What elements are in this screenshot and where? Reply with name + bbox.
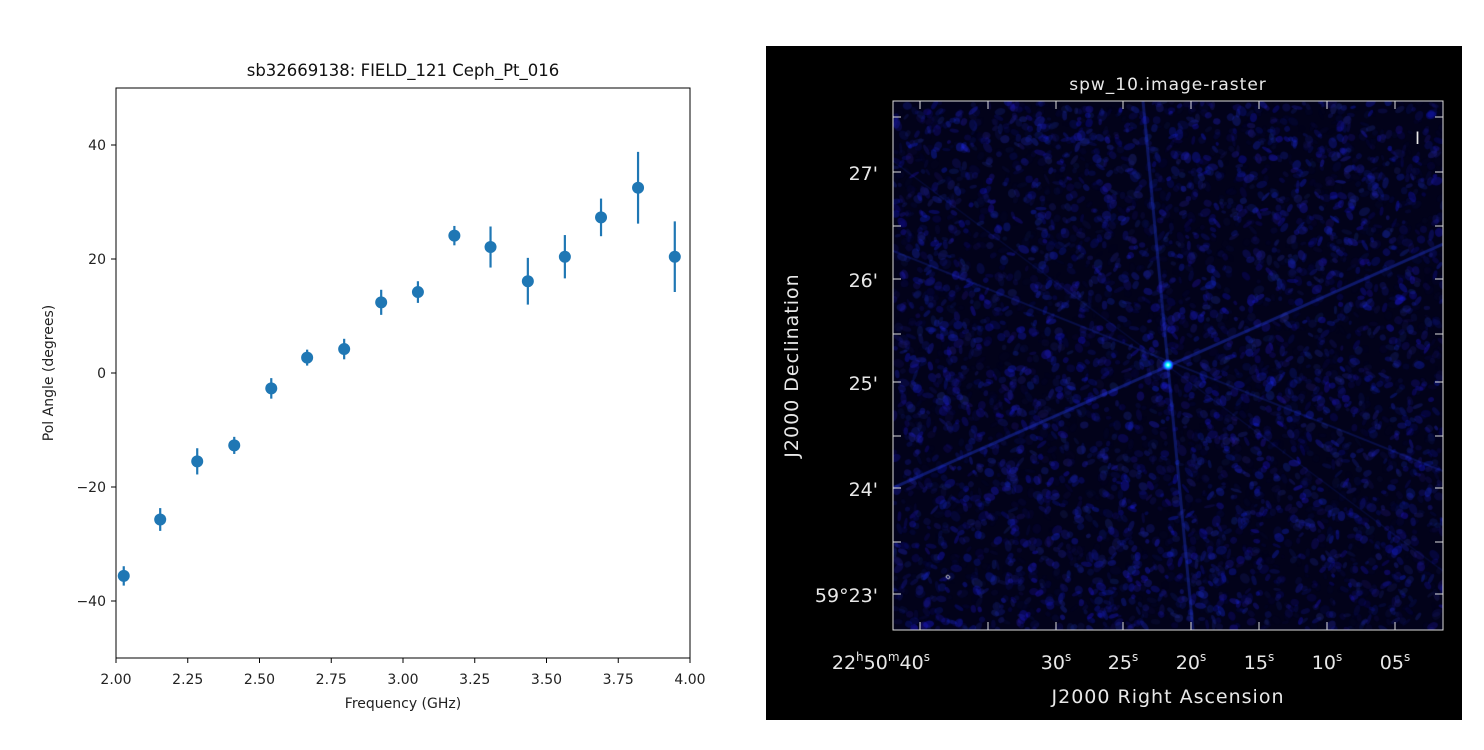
x-tick-label: 30s: [1041, 650, 1071, 674]
data-point: [632, 181, 645, 194]
x-tick-label: 05s: [1380, 650, 1410, 674]
y-tick-label: 40: [88, 138, 106, 154]
data-point: [301, 351, 314, 364]
x-tick-label: 3.00: [387, 672, 418, 688]
raster-title: spw_10.image-raster: [1069, 75, 1267, 95]
data-point: [228, 439, 241, 452]
x-tick-label: 2.50: [244, 672, 275, 688]
pol-angle-chart-panel: 2.00 2.25 2.50 2.75 3.00 3.25 3.50 3.75 4.00 −40 −…: [41, 61, 706, 712]
data-point: [375, 296, 388, 309]
x-tick-label: 15s: [1244, 650, 1274, 674]
plot-frame: [115, 87, 691, 659]
x-tick-label: 3.50: [531, 672, 562, 688]
raster-frame: [892, 100, 1444, 631]
data-point: [448, 229, 461, 242]
x-axis-label: Frequency (GHz): [345, 696, 461, 712]
raster-axes: spw_10.image-raster I 27' 26' 25' 24' 59°23' 22…: [781, 75, 1444, 708]
chart-title: sb32669138: FIELD_121 Ceph_Pt_016: [247, 61, 560, 81]
data-point: [154, 513, 167, 526]
data-point: [484, 241, 497, 254]
y-tick-label: 59°23': [815, 585, 878, 607]
data-point: [117, 569, 130, 582]
x-tick-label: 20s: [1176, 650, 1206, 674]
x-tick-label: 2.25: [172, 672, 203, 688]
x-tick-label: 2.75: [316, 672, 347, 688]
data-point: [191, 455, 204, 468]
y-axis-label: J2000 Declination: [781, 273, 803, 458]
stokes-label: I: [1415, 129, 1420, 149]
y-tick-label: −20: [76, 480, 106, 496]
pol-angle-chart: 2.00 2.25 2.50 2.75 3.00 3.25 3.50 3.75 4.00 −40 −…: [41, 61, 706, 712]
x-tick-label: 3.75: [603, 672, 634, 688]
data-point: [521, 275, 534, 288]
data-point: [558, 250, 571, 263]
data-point: [595, 211, 608, 224]
data-point: [265, 382, 278, 395]
x-tick-label: 25s: [1108, 650, 1138, 674]
radio-image-raster: [893, 101, 1443, 630]
data-point: [668, 250, 681, 263]
y-tick-label: 26': [849, 270, 878, 292]
x-tick-label: 22h50m40s: [832, 650, 930, 674]
x-tick-label: 4.00: [674, 672, 705, 688]
y-tick-label: 24': [849, 479, 878, 501]
data-point: [411, 286, 424, 299]
y-tick-label: 27': [849, 163, 878, 185]
data-point: [338, 343, 351, 356]
y-tick-label: 20: [88, 252, 106, 268]
y-tick-label: 25': [849, 373, 878, 395]
y-tick-label: 0: [97, 366, 106, 382]
x-tick-label: 3.25: [459, 672, 490, 688]
x-axis-label: J2000 Right Ascension: [1051, 686, 1285, 708]
x-tick-label: 2.00: [100, 672, 131, 688]
y-axis-label: Pol Angle (degrees): [41, 305, 57, 441]
y-tick-label: −40: [76, 594, 106, 610]
image-raster-panel: spw_10.image-raster I 27' 26' 25' 24' 59°23' 22…: [766, 46, 1462, 720]
x-tick-label: 10s: [1312, 650, 1342, 674]
